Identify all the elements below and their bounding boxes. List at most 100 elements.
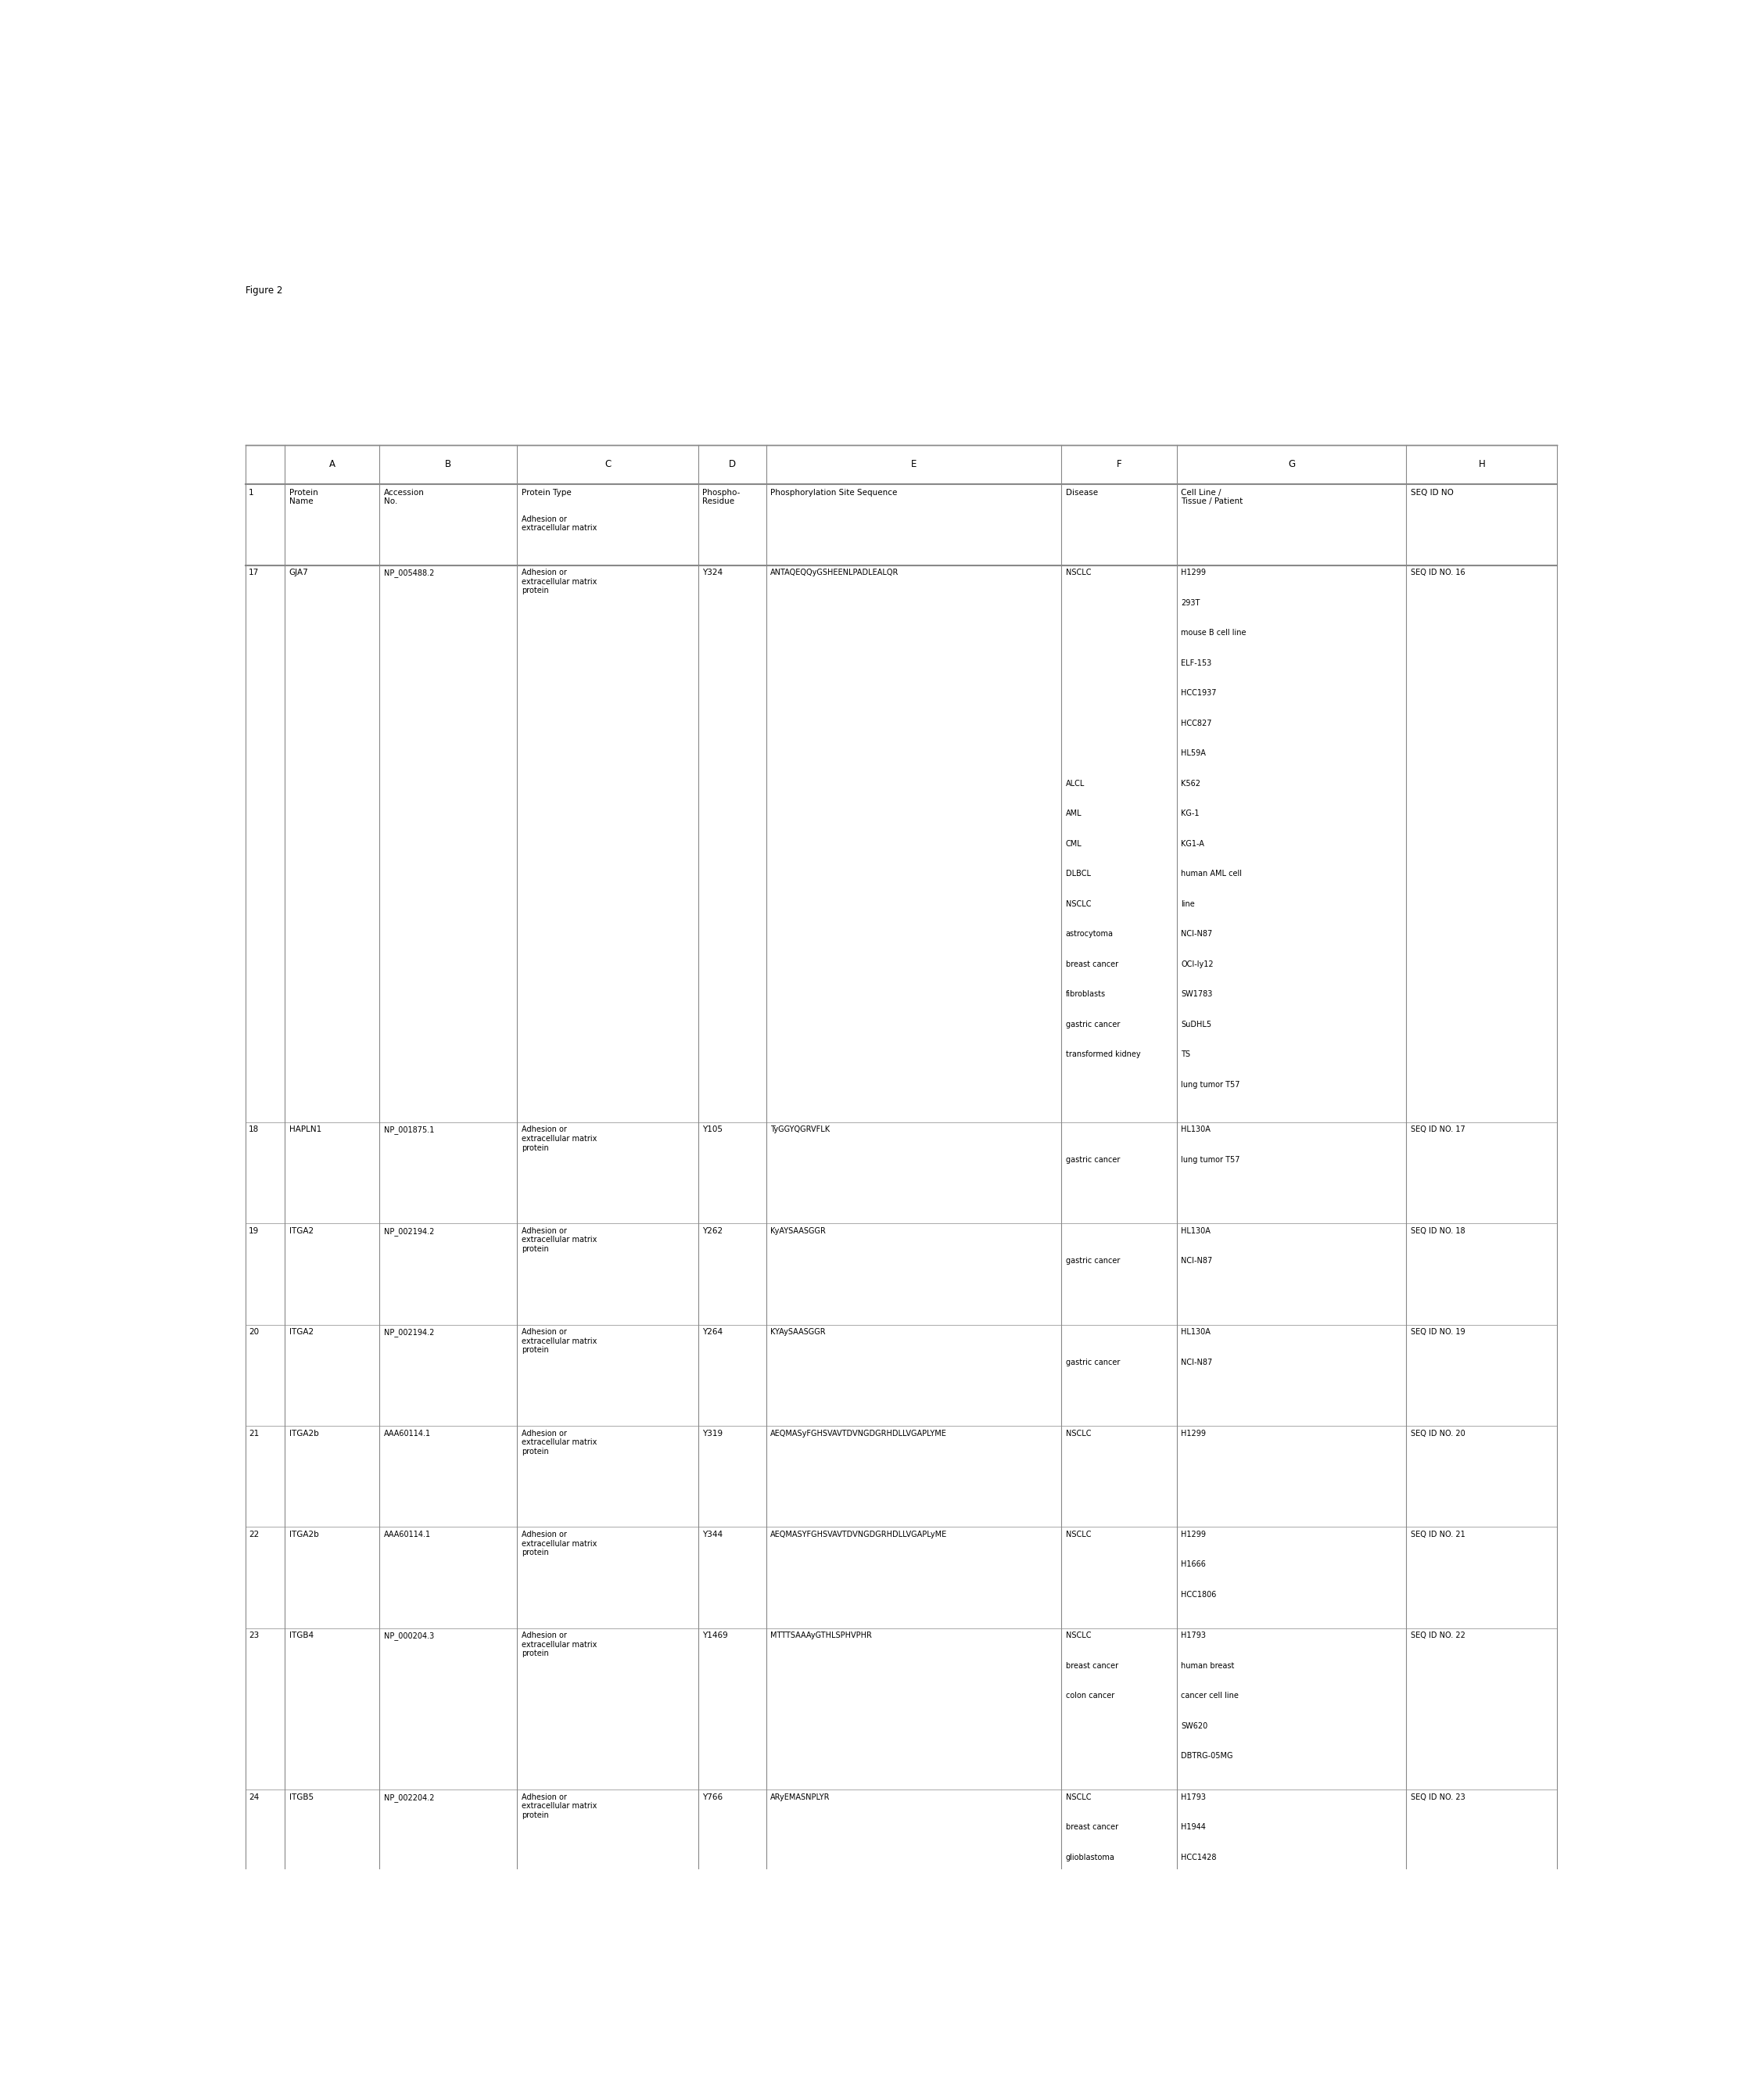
- Text: MFAP3: MFAP3: [290, 1894, 316, 1903]
- Text: SuDHL5: SuDHL5: [1181, 1021, 1212, 1029]
- Text: NP_000891.2: NP_000891.2: [384, 1995, 433, 2003]
- Text: F: F: [1116, 460, 1122, 470]
- Text: breast cancer: breast cancer: [1066, 1995, 1118, 2003]
- Text: Adhesion or
extracellular matrix: Adhesion or extracellular matrix: [521, 514, 597, 531]
- Text: ELF-153: ELF-153: [1181, 659, 1212, 668]
- Text: ANTAQEQQyGSHEENLPADLEALQR: ANTAQEQQyGSHEENLPADLEALQR: [770, 569, 900, 578]
- Text: gastric cancer: gastric cancer: [1066, 1258, 1120, 1264]
- Text: NP_00103618: NP_00103618: [384, 2096, 437, 2100]
- Text: NP_002194.2: NP_002194.2: [384, 1226, 433, 1235]
- Text: SEQ ID NO. 16: SEQ ID NO. 16: [1410, 569, 1466, 578]
- Text: 22: 22: [248, 1531, 259, 1539]
- Text: NCI-N87: NCI-N87: [1181, 1258, 1212, 1264]
- Text: ITGA2: ITGA2: [290, 1327, 313, 1336]
- Text: NSCLC: NSCLC: [1066, 1793, 1092, 1802]
- Text: Adhesion or
extracellular matrix
protein: Adhesion or extracellular matrix protein: [521, 569, 597, 594]
- Text: Adhesion or
extracellular matrix
protein: Adhesion or extracellular matrix protein: [521, 1894, 597, 1919]
- Text: SEQ ID NO. 24: SEQ ID NO. 24: [1410, 1894, 1466, 1903]
- Text: Adhesion or
extracellular matrix
protein: Adhesion or extracellular matrix protein: [521, 1226, 597, 1254]
- Text: ALCL: ALCL: [1066, 779, 1085, 788]
- Text: ITGB4: ITGB4: [290, 1632, 313, 1640]
- Text: breast cancer: breast cancer: [1066, 1823, 1118, 1831]
- Text: Y105: Y105: [702, 1126, 723, 1134]
- Text: HL130A: HL130A: [1181, 1126, 1211, 1134]
- Text: AEQMASYFGHSVAVTDVNGDGRHDLLVGAPLyME: AEQMASYFGHSVAVTDVNGDGRHDLLVGAPLyME: [770, 1531, 947, 1539]
- Text: HCC1806: HCC1806: [1181, 1592, 1216, 1598]
- Text: B: B: [445, 460, 451, 470]
- Text: Y284: Y284: [702, 1894, 723, 1903]
- Text: 18: 18: [248, 1126, 259, 1134]
- Text: KG-1: KG-1: [1181, 811, 1200, 817]
- Text: AAA60114.1: AAA60114.1: [384, 1531, 432, 1539]
- Text: breast cancer: breast cancer: [1066, 960, 1118, 968]
- Text: ARyEMASNPLYR: ARyEMASNPLYR: [770, 1793, 830, 1802]
- Text: NP_005488.2: NP_005488.2: [384, 569, 433, 578]
- Text: 24: 24: [248, 1793, 259, 1802]
- Text: SEQ ID NO. 19: SEQ ID NO. 19: [1410, 1327, 1466, 1336]
- Text: ITGA2b: ITGA2b: [290, 1430, 318, 1436]
- Text: nectin 2: nectin 2: [290, 2096, 323, 2100]
- Text: SW620: SW620: [1181, 1924, 1207, 1932]
- Text: Adhesion or
extracellular matrix
protein: Adhesion or extracellular matrix protein: [521, 2096, 597, 2100]
- Text: 1: 1: [248, 489, 253, 496]
- Text: Adhesion or
extracellular matrix
protein: Adhesion or extracellular matrix protein: [521, 1430, 597, 1455]
- Text: IKERPALNAQGGlyVINPEMGR: IKERPALNAQGGlyVINPEMGR: [770, 1894, 877, 1903]
- Text: C: C: [604, 460, 611, 470]
- Text: SEQ ID NO: SEQ ID NO: [1410, 489, 1454, 496]
- Text: Calu-3: Calu-3: [1181, 2096, 1205, 2100]
- Text: Adhesion or
extracellular matrix
protein: Adhesion or extracellular matrix protein: [521, 1327, 597, 1354]
- Text: astrocytoma: astrocytoma: [1066, 930, 1113, 939]
- Text: Y1469: Y1469: [702, 1632, 728, 1640]
- Text: KyAYSAASGGR: KyAYSAASGGR: [770, 1226, 826, 1235]
- Text: Calu-3: Calu-3: [1181, 1894, 1205, 1903]
- Text: CML: CML: [1066, 840, 1081, 848]
- Text: NP_002194.2: NP_002194.2: [384, 1327, 433, 1338]
- Text: NCI-N87: NCI-N87: [1181, 1359, 1212, 1367]
- Text: SEQ ID NO. 18: SEQ ID NO. 18: [1410, 1226, 1466, 1235]
- Text: Figure 2: Figure 2: [246, 286, 283, 296]
- Text: 17: 17: [248, 569, 259, 578]
- Text: MTTTSAAAyGTHLSPHVPHR: MTTTSAAAyGTHLSPHVPHR: [770, 1632, 872, 1640]
- Text: Adhesion or
extracellular matrix
protein: Adhesion or extracellular matrix protein: [521, 1632, 597, 1657]
- Text: colon cancer: colon cancer: [1066, 1693, 1115, 1699]
- Text: lung tumor T57: lung tumor T57: [1181, 1155, 1240, 1163]
- Text: Y82: Y82: [702, 1995, 718, 2003]
- Text: G: G: [1288, 460, 1295, 470]
- Text: gastric cancer: gastric cancer: [1066, 1155, 1120, 1163]
- Text: colon cancer: colon cancer: [1066, 1924, 1115, 1932]
- Text: 27: 27: [248, 2096, 259, 2100]
- Text: Y344: Y344: [702, 1531, 723, 1539]
- Text: HCC827: HCC827: [1181, 720, 1212, 727]
- Text: Adhesion or
extracellular matrix
protein: Adhesion or extracellular matrix protein: [521, 1793, 597, 1819]
- Text: Adhesion or
extracellular matrix
protein: Adhesion or extracellular matrix protein: [521, 1126, 597, 1151]
- Text: D: D: [728, 460, 735, 470]
- Text: NP_001875.1: NP_001875.1: [384, 1126, 433, 1134]
- Text: glioblastoma: glioblastoma: [1066, 1854, 1115, 1861]
- Text: GJA7: GJA7: [290, 569, 309, 578]
- Text: 26: 26: [248, 1995, 259, 2003]
- Text: line: line: [1181, 901, 1195, 907]
- Text: LCERyAMVYGYNAAYNR: LCERyAMVYGYNAAYNR: [770, 1995, 858, 2003]
- Text: NCI-N87: NCI-N87: [1181, 930, 1212, 939]
- Text: NP_000204.3: NP_000204.3: [384, 1632, 433, 1640]
- Text: Accession
No.: Accession No.: [384, 489, 425, 506]
- Text: Adhesion or
extracellular matrix
protein: Adhesion or extracellular matrix protein: [521, 1531, 597, 1556]
- Text: SEQ ID NO. 17: SEQ ID NO. 17: [1410, 1126, 1466, 1134]
- Text: SEQ ID NO. 25: SEQ ID NO. 25: [1410, 1995, 1466, 2003]
- Text: ITGA2: ITGA2: [290, 1226, 313, 1235]
- Text: H: H: [1478, 460, 1485, 470]
- Text: cancer cell line: cancer cell line: [1181, 1693, 1239, 1699]
- Text: Y264: Y264: [702, 1327, 723, 1336]
- Text: AEQMASyFGHSVAVTDVNGDGRHDLLVGAPLYME: AEQMASyFGHSVAVTDVNGDGRHDLLVGAPLYME: [770, 1430, 947, 1436]
- Text: HAPLN1: HAPLN1: [290, 1126, 321, 1134]
- Text: HCC1428: HCC1428: [1181, 1854, 1216, 1861]
- Text: human breast: human breast: [1181, 1661, 1235, 1669]
- Text: SW1783: SW1783: [1181, 991, 1212, 997]
- Text: Protein Type: Protein Type: [521, 489, 571, 496]
- Text: H1299: H1299: [1181, 1531, 1205, 1539]
- Text: HL130A: HL130A: [1181, 1327, 1211, 1336]
- Text: transformed kidney: transformed kidney: [1066, 1050, 1141, 1058]
- Text: HCC1937: HCC1937: [1181, 689, 1216, 697]
- Text: SEQ ID NO. 21: SEQ ID NO. 21: [1410, 1531, 1466, 1539]
- Text: ITGA2b: ITGA2b: [290, 1531, 318, 1539]
